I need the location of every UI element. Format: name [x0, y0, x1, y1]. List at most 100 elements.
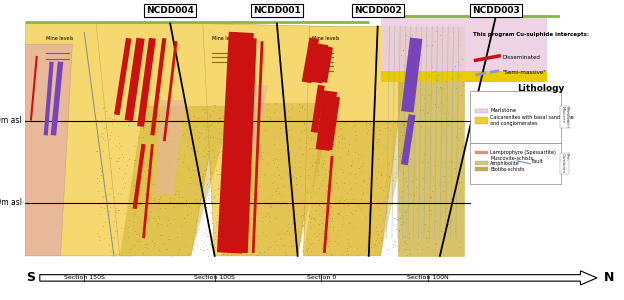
Point: [263, 246, 273, 251]
Point: [96, 120, 106, 124]
Point: [305, 166, 314, 171]
Point: [445, 220, 455, 225]
Point: [436, 118, 446, 122]
Point: [273, 151, 283, 156]
Point: [219, 244, 229, 249]
Point: [122, 116, 132, 121]
Point: [298, 244, 308, 249]
Point: [399, 62, 409, 67]
Point: [256, 154, 266, 159]
Point: [432, 77, 442, 82]
Point: [409, 193, 419, 197]
Point: [140, 244, 150, 249]
Point: [118, 155, 128, 160]
Point: [153, 221, 163, 226]
Point: [358, 178, 368, 182]
Point: [421, 236, 431, 240]
Point: [396, 222, 406, 227]
Point: [300, 128, 310, 133]
Point: [281, 252, 291, 257]
Point: [389, 215, 399, 220]
Point: [302, 248, 312, 253]
Point: [336, 223, 346, 228]
Point: [417, 160, 427, 164]
Point: [102, 132, 112, 137]
Point: [154, 198, 164, 203]
Point: [231, 233, 241, 238]
Point: [215, 107, 225, 112]
Point: [255, 250, 265, 255]
Point: [264, 214, 274, 219]
Point: [198, 172, 208, 176]
Point: [229, 171, 239, 176]
Point: [399, 122, 409, 127]
Point: [207, 221, 217, 226]
Point: [398, 121, 408, 126]
Point: [172, 235, 182, 240]
Text: Biotite-schists: Biotite-schists: [490, 167, 525, 172]
Point: [429, 162, 439, 167]
Point: [297, 152, 307, 157]
Point: [374, 128, 384, 133]
Point: [381, 184, 391, 188]
Point: [178, 132, 188, 137]
Point: [111, 206, 121, 211]
Point: [313, 172, 323, 177]
Point: [407, 33, 417, 38]
Point: [425, 140, 435, 145]
Point: [390, 243, 400, 248]
Point: [179, 130, 189, 135]
Point: [183, 251, 193, 256]
Point: [431, 84, 441, 89]
Point: [402, 147, 412, 152]
Point: [149, 182, 158, 187]
Point: [138, 126, 148, 130]
Point: [444, 158, 454, 163]
Point: [434, 105, 444, 110]
Point: [271, 157, 281, 161]
Point: [250, 115, 260, 119]
Point: [355, 208, 365, 212]
Point: [260, 171, 270, 176]
Point: [128, 222, 138, 227]
Point: [399, 247, 409, 252]
Point: [105, 169, 115, 174]
Point: [350, 181, 360, 185]
Point: [394, 248, 404, 252]
Point: [333, 186, 343, 190]
Point: [363, 130, 373, 135]
Point: [107, 235, 117, 240]
Point: [250, 200, 260, 205]
Point: [165, 138, 175, 143]
Point: [172, 159, 182, 164]
Point: [450, 166, 460, 170]
Text: Lamprophyre (Spessartite): Lamprophyre (Spessartite): [490, 150, 556, 155]
Point: [356, 152, 366, 157]
Point: [326, 128, 336, 133]
Point: [227, 253, 236, 257]
Point: [422, 110, 432, 114]
Point: [401, 153, 411, 158]
Point: [426, 195, 436, 200]
Point: [319, 228, 329, 233]
Point: [295, 238, 305, 243]
Point: [166, 112, 176, 117]
Point: [373, 157, 383, 162]
Point: [202, 152, 212, 157]
Point: [288, 174, 298, 179]
Point: [365, 122, 375, 126]
Point: [308, 136, 318, 141]
Point: [215, 222, 225, 227]
Point: [454, 42, 464, 47]
Point: [371, 140, 381, 145]
Point: [296, 129, 306, 134]
Point: [457, 56, 467, 61]
Point: [353, 118, 363, 123]
Point: [300, 107, 310, 112]
Polygon shape: [203, 24, 333, 256]
Point: [197, 184, 207, 188]
Point: [210, 105, 220, 110]
Point: [318, 177, 328, 182]
Point: [109, 110, 119, 114]
Point: [138, 250, 148, 255]
